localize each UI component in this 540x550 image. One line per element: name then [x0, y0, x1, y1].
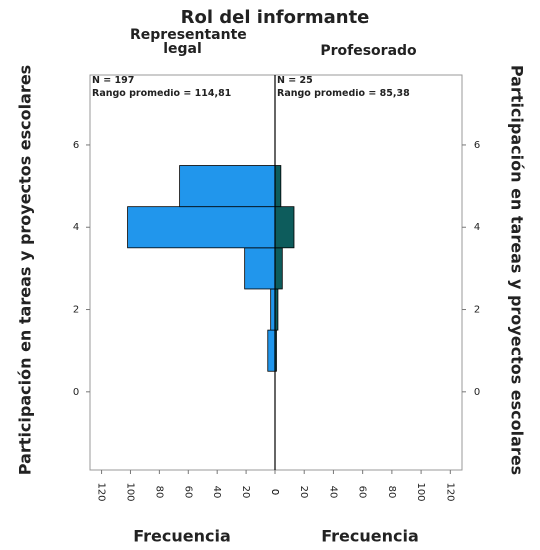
x-tick-label: 100 [124, 482, 135, 501]
bar [274, 165, 282, 208]
x-tick-label: 100 [415, 482, 426, 501]
annotation-box: Rango promedio = 85,38 [277, 89, 410, 99]
bar [244, 247, 276, 290]
x-tick-label: 120 [444, 482, 455, 501]
panel-title: Representante legal [130, 28, 247, 57]
x-axis-label: Frecuencia [321, 527, 419, 546]
x-tick-label: 0 [269, 489, 280, 495]
x-tick-label: 0 [269, 489, 280, 495]
panel-title: Profesorado [320, 44, 417, 59]
x-tick-label: 120 [96, 482, 107, 501]
x-axis-label: Frecuencia [133, 527, 231, 546]
annotation: N = 197 [92, 76, 135, 86]
annotation-box: N = 25 [277, 76, 313, 86]
y-axis-label: Participación en tareas y proyectos esco… [16, 65, 35, 475]
y-tick-label: 0 [73, 387, 79, 398]
annotation-box: Rango promedio = 114,81 [92, 89, 232, 99]
x-tick-label: 40 [211, 486, 222, 499]
bar [274, 247, 283, 290]
x-tick-label: 60 [357, 486, 368, 499]
y-tick-label: 4 [474, 222, 480, 233]
y-tick-label: 4 [73, 222, 79, 233]
chart-title: Rol del informante [181, 7, 370, 28]
panel-title-box: Profesorado [320, 44, 417, 59]
bar [270, 288, 276, 331]
x-tick-label: 20 [298, 486, 309, 499]
bar [127, 206, 276, 249]
bar [274, 206, 295, 249]
annotation-box: N = 197 [92, 76, 135, 86]
x-tick-label: 40 [327, 486, 338, 499]
x-tick-label: 20 [240, 486, 251, 499]
x-tick-label: 60 [182, 486, 193, 499]
bar [267, 329, 276, 372]
x-tick-label: 80 [153, 486, 164, 499]
y-tick-label: 0 [474, 387, 480, 398]
annotation: N = 25 [277, 76, 313, 86]
panel-title-box: Representante legal [130, 28, 247, 57]
annotation: Rango promedio = 114,81 [92, 89, 232, 99]
y-tick-label: 6 [73, 140, 79, 151]
annotation: Rango promedio = 85,38 [277, 89, 410, 99]
plot-frame [89, 74, 463, 471]
bar [179, 165, 276, 208]
y-tick-label: 2 [73, 305, 79, 316]
x-tick-label: 80 [386, 486, 397, 499]
y-axis-label: Participación en tareas y proyectos esco… [508, 65, 527, 475]
y-tick-label: 6 [474, 140, 480, 151]
y-tick-label: 2 [474, 305, 480, 316]
